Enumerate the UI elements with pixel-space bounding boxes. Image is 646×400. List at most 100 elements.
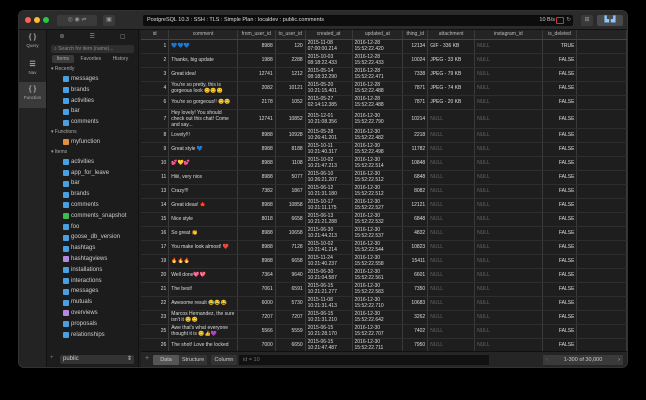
table-row[interactable]: 1 💙💙💙 8988 120 2015-11-08 07:00:00.214 2016-1… — [141, 39, 627, 54]
cell-created_at[interactable]: 2015-11-24 10:21:40.237 — [305, 254, 353, 269]
cell-attachment[interactable]: NULL — [427, 226, 476, 241]
cell-instagram_id[interactable]: NULL — [474, 142, 543, 157]
cell-comment[interactable]: Lovely!!! — [168, 128, 238, 143]
cell-created_at[interactable]: 2015-06-30 10:21:04.587 — [305, 268, 353, 283]
cell-id[interactable]: 23 — [141, 310, 170, 325]
cell-attachment[interactable]: JPEG - 79 KB — [427, 67, 476, 82]
cell-updated_at[interactable]: 2016-12-30 15:52:22.527 — [352, 198, 404, 213]
cell-updated_at[interactable]: 2016-12-30 15:52:22.512 — [352, 170, 404, 185]
column-header-created_at[interactable]: created_at — [305, 30, 353, 40]
cell-to_user_id[interactable]: 8188 — [275, 142, 306, 157]
cell-id[interactable]: 25 — [141, 324, 170, 339]
next-page-button[interactable]: › — [618, 357, 620, 363]
cell-from_user_id[interactable]: 8988 — [237, 39, 276, 54]
cell-attachment[interactable]: GIF - 336 KB — [427, 39, 476, 54]
cell-comment[interactable]: You make look almost! ❤️ — [168, 240, 238, 255]
cell-created_at[interactable]: 2015-10-17 10:21:11.175 — [305, 198, 353, 213]
tab-favorites[interactable]: Favorites — [80, 56, 102, 62]
cell-instagram_id[interactable]: NULL — [474, 156, 543, 171]
table-row[interactable]: 11 Hiiii, very nice 8988 5077 2015-06-10 10:… — [141, 170, 627, 185]
cell-id[interactable]: 4 — [141, 81, 170, 96]
cell-is_deleted[interactable]: FALSE — [542, 95, 578, 110]
cell-comment[interactable]: The best! — [168, 282, 238, 297]
cell-is_deleted[interactable]: TRUE — [542, 39, 578, 54]
cell-thing_id[interactable]: 7402 — [402, 324, 429, 339]
cell-to_user_id[interactable]: 10852 — [275, 109, 306, 129]
cell-attachment[interactable]: NULL — [427, 310, 476, 325]
cell-is_deleted[interactable]: FALSE — [542, 109, 578, 129]
cell-attachment[interactable]: NULL — [427, 338, 476, 353]
cell-is_deleted[interactable]: FALSE — [542, 156, 578, 171]
table-row[interactable]: 7 Hey lovely! You should check out this c… — [141, 109, 627, 129]
table-row[interactable]: 13 Crazy!!! 7382 1867 2015-06-12 10:21:31.18… — [141, 184, 627, 199]
sidebar-item[interactable]: comments — [47, 200, 138, 211]
filter-input[interactable]: id = 10 — [239, 355, 489, 365]
sidebar-item[interactable]: overviews — [47, 308, 138, 319]
cell-instagram_id[interactable]: NULL — [474, 254, 543, 269]
database-icon[interactable]: ⊛ — [59, 34, 65, 40]
column-header-to_user_id[interactable]: to_user_id — [275, 30, 306, 40]
cell-created_at[interactable]: 2015-05-14 08:18:32.290 — [305, 67, 353, 82]
cell-created_at[interactable]: 2015-06-15 10:21:21.277 — [305, 282, 353, 297]
cell-created_at[interactable]: 2015-06-30 10:21:44.213 — [305, 226, 353, 241]
cell-updated_at[interactable]: 2016-12-28 15:52:22.420 — [352, 39, 404, 54]
cell-from_user_id[interactable]: 12741 — [237, 67, 276, 82]
schema-select[interactable]: public ⇕ — [60, 355, 134, 364]
cell-attachment[interactable]: NULL — [427, 109, 476, 129]
cell-id[interactable]: 21 — [141, 282, 170, 297]
cell-from_user_id[interactable]: 2178 — [237, 95, 276, 110]
cell-to_user_id[interactable]: 6650 — [275, 338, 306, 353]
sidebar-item[interactable]: hashtagviews — [47, 254, 138, 265]
table-row[interactable]: 17 You make look almost! ❤️ 8988 7128 2015-1… — [141, 240, 627, 255]
cell-from_user_id[interactable]: 1988 — [237, 53, 276, 68]
table-row[interactable]: 16 So great 👏 8988 10658 2015-06-30 10:21:44… — [141, 226, 627, 241]
cell-to_user_id[interactable]: 5730 — [275, 296, 306, 311]
cell-id[interactable]: 2 — [141, 53, 170, 68]
cell-updated_at[interactable]: 2016-12-30 15:52:22.498 — [352, 142, 404, 157]
refresh-icon[interactable]: ↻ — [566, 17, 571, 23]
cell-id[interactable]: 26 — [141, 338, 170, 353]
sidebar-item[interactable]: activities — [47, 157, 138, 168]
tab-column[interactable]: Column — [211, 355, 237, 365]
cell-updated_at[interactable]: 2016-12-28 15:52:22.433 — [352, 53, 404, 68]
cell-comment[interactable]: You're so gorgeous!! 😊😊 — [168, 95, 238, 110]
table-row[interactable]: 4 You're so pretty, this is gorgeous look… — [141, 81, 627, 96]
cell-to_user_id[interactable]: 10858 — [275, 198, 306, 213]
column-header-attachment[interactable]: attachment — [427, 30, 476, 40]
cell-instagram_id[interactable]: NULL — [474, 324, 543, 339]
cell-is_deleted[interactable]: FALSE — [542, 226, 578, 241]
column-header-updated_at[interactable]: updated_at — [352, 30, 404, 40]
table-row[interactable]: 26 The shot! Love the locked 7000 6650 2015-… — [141, 338, 627, 353]
cell-is_deleted[interactable]: FALSE — [542, 184, 578, 199]
cell-created_at[interactable]: 2015-10-03 08:18:22.433 — [305, 53, 353, 68]
cell-instagram_id[interactable]: NULL — [474, 109, 543, 129]
minimize-window-button[interactable] — [34, 17, 40, 23]
cell-thing_id[interactable]: 4832 — [402, 226, 429, 241]
zoom-window-button[interactable] — [43, 17, 49, 23]
cell-instagram_id[interactable]: NULL — [474, 81, 543, 96]
table-row[interactable]: 10 💕💛💕 8988 1108 2015-10-02 10:21:47.213 2016… — [141, 156, 627, 171]
rail-function-button[interactable]: { } Function — [19, 82, 46, 108]
column-header-comment[interactable]: comment — [168, 30, 238, 40]
cell-from_user_id[interactable]: 7000 — [237, 338, 276, 353]
cell-id[interactable]: 16 — [141, 226, 170, 241]
sidebar-item[interactable]: app_for_leave — [47, 168, 138, 179]
cell-is_deleted[interactable]: FALSE — [542, 170, 578, 185]
cell-to_user_id[interactable]: 10658 — [275, 226, 306, 241]
cell-comment[interactable]: Hiiii, very nice — [168, 170, 238, 185]
cell-instagram_id[interactable]: NULL — [474, 170, 543, 185]
add-icon[interactable]: + — [50, 355, 54, 361]
tab-structure[interactable]: Structure — [179, 355, 207, 365]
cell-instagram_id[interactable]: NULL — [474, 226, 543, 241]
cell-comment[interactable]: Awesome result 😂😂😂 — [168, 296, 238, 311]
toolbar-nav-buttons[interactable]: ◎ ◉ ⇌ — [57, 15, 97, 26]
cell-updated_at[interactable]: 2016-12-30 15:52:22.561 — [352, 268, 404, 283]
table-row[interactable]: 25 Awe that's what everyone thought it is… — [141, 324, 627, 339]
cell-attachment[interactable]: NULL — [427, 142, 476, 157]
sidebar-item[interactable]: comments — [47, 117, 138, 128]
cell-created_at[interactable]: 2015-11-08 07:00:00.214 — [305, 39, 353, 54]
sidebar-item[interactable]: relationships — [47, 330, 138, 341]
cell-instagram_id[interactable]: NULL — [474, 198, 543, 213]
cell-attachment[interactable]: NULL — [427, 324, 476, 339]
cell-comment[interactable]: Hey lovely! You should check out this ch… — [168, 109, 238, 129]
